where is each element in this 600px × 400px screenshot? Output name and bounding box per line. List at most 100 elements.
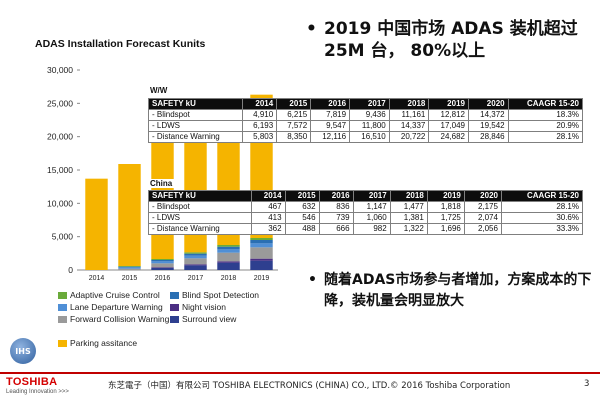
table-cell: 12,812 (428, 109, 469, 121)
table-cell: 739 (318, 212, 354, 224)
bar-segment (184, 265, 207, 270)
table-header-cell: 2016 (318, 190, 354, 202)
table-cell: 632 (284, 201, 320, 213)
table-header-cell: SAFETY kU (147, 98, 244, 110)
table-cell: 1,060 (352, 212, 391, 224)
bar-segment (184, 252, 207, 254)
bar-segment (217, 252, 240, 262)
china-safety-table: SAFETY kU 2014 2015 2016 2017 2018 2019 2020 CAA… (148, 190, 584, 235)
table-cell: 2,056 (463, 223, 502, 235)
table-row: - Distance Warning 362 488 666 982 1,322 1,696… (148, 223, 584, 235)
table-header-cell: 2017 (349, 98, 390, 110)
bar-segment (151, 261, 174, 264)
legend-swatch (58, 291, 67, 299)
legend-swatch (170, 291, 179, 299)
legend-label: Surround view (182, 314, 237, 324)
bar-segment (250, 238, 273, 240)
table-cell: 30.6% (500, 212, 584, 224)
table-header-cell: 2014 (242, 98, 278, 110)
table-header-row: SAFETY kU 2014 2015 2016 2017 2018 2019 2020 CAA… (147, 98, 584, 110)
table-cell: 1,818 (426, 201, 465, 213)
legend-label: Forward Collision Warning (70, 314, 170, 324)
legend-swatch (170, 303, 179, 311)
legend-swatch (58, 315, 67, 323)
bar-segment (250, 243, 273, 248)
chart-title: ADAS Installation Forecast Kunits (35, 38, 206, 50)
table-row: - Blindspot 4,910 6,215 7,819 9,436 11,161 12,… (147, 109, 584, 121)
table-cell: 5,803 (242, 131, 278, 143)
bar-segment (184, 255, 207, 259)
table-cell: 18.3% (507, 109, 584, 121)
table-cell: 9,547 (310, 120, 351, 132)
legend-swatch (58, 339, 67, 347)
table-cell: 8,350 (276, 131, 312, 143)
x-tick-label: 2015 (122, 275, 138, 282)
legend-item: Surround view (170, 314, 236, 324)
table-header-cell: 2020 (467, 98, 509, 110)
table-cell: 362 (250, 223, 286, 235)
table-header-cell: 2017 (352, 190, 391, 202)
table-header-cell: 2016 (310, 98, 351, 110)
table-cell: 467 (250, 201, 286, 213)
y-tick-label: 30,000 (47, 65, 73, 75)
bar-segment (217, 249, 240, 253)
table-cell: - Distance Warning (148, 223, 252, 235)
table-header-cell: 2015 (284, 190, 320, 202)
bar-segment (250, 260, 273, 270)
bar-segment (118, 164, 141, 266)
footer-divider (0, 372, 600, 374)
bar-segment (118, 266, 141, 268)
table-cell: 14,337 (388, 120, 430, 132)
table-cell: - LDWS (148, 212, 252, 224)
table-cell: 6,215 (276, 109, 312, 121)
x-tick-label: 2017 (188, 275, 204, 282)
bullet-marker: • (306, 19, 317, 39)
table-cell: 546 (284, 212, 320, 224)
bar-segment (184, 264, 207, 266)
ww-safety-table: SAFETY kU 2014 2015 2016 2017 2018 2019 2020 CAA… (147, 98, 584, 143)
brand-tagline: Leading Innovation >>> (6, 389, 69, 395)
table-cell: 413 (250, 212, 286, 224)
table-row: - LDWS 413 546 739 1,060 1,381 1,725 2,074 30.6% (148, 212, 584, 224)
bar-segment (217, 261, 240, 263)
table-cell: 16,510 (349, 131, 390, 143)
stacked-bar-chart: 0 5,000 10,000 15,000 20,000 25,000 30,000 2014… (47, 65, 278, 282)
table-row: - Blindspot 467 632 836 1,147 1,477 1,818 2,175… (148, 201, 584, 213)
table-header-row: SAFETY kU 2014 2015 2016 2017 2018 2019 2020 CAA… (148, 190, 584, 202)
table-row: - LDWS 6,193 7,572 9,547 11,800 14,337 17,049 1… (147, 120, 584, 132)
bullet-bottom: • 随着ADAS市场参与者增加，方案成本的下降，装机量会明显放大 (308, 270, 596, 312)
table-cell: - Distance Warning (147, 131, 244, 143)
table-cell: 14,372 (467, 109, 509, 121)
bullet-marker: • (308, 272, 317, 288)
table-cell: 20,722 (388, 131, 430, 143)
table-cell: 836 (318, 201, 354, 213)
y-tick-label: 5,000 (52, 232, 74, 242)
table-cell: 17,049 (428, 120, 469, 132)
table-cell: 4,910 (242, 109, 278, 121)
table-cell: 24,682 (428, 131, 469, 143)
table-cell: - Blindspot (147, 109, 244, 121)
table-cell: 28.1% (507, 131, 584, 143)
y-tick-label: 25,000 (47, 98, 73, 108)
table-cell: 2,074 (463, 212, 502, 224)
table-cell: 1,477 (389, 201, 428, 213)
x-tick-label: 2014 (89, 275, 105, 282)
table-cell: 11,161 (388, 109, 430, 121)
legend-label: Parking assitance (70, 338, 138, 348)
bullet-top: • 2019 中国市场 ADAS 装机超过25M 台， 80%以上 (306, 18, 596, 62)
legend-label: Blind Spot Detection (182, 290, 260, 300)
table-header-cell: SAFETY kU (148, 190, 252, 202)
bar-segment (217, 245, 240, 247)
legend-item: Forward Collision Warning (58, 314, 169, 324)
bar-segment (118, 267, 141, 269)
table-cell: 33.3% (500, 223, 584, 235)
table-cell: 28,846 (467, 131, 509, 143)
bullet-top-text: 2019 中国市场 ADAS 装机超过25M 台， 80%以上 (324, 19, 578, 61)
ihs-logo: IHS (10, 338, 36, 364)
table-cell: 7,572 (276, 120, 312, 132)
bar-segment (250, 247, 273, 259)
bar-segment (250, 240, 273, 244)
table-header-cell: 2020 (463, 190, 502, 202)
table-cell: 1,322 (389, 223, 428, 235)
table-cell: 666 (318, 223, 354, 235)
